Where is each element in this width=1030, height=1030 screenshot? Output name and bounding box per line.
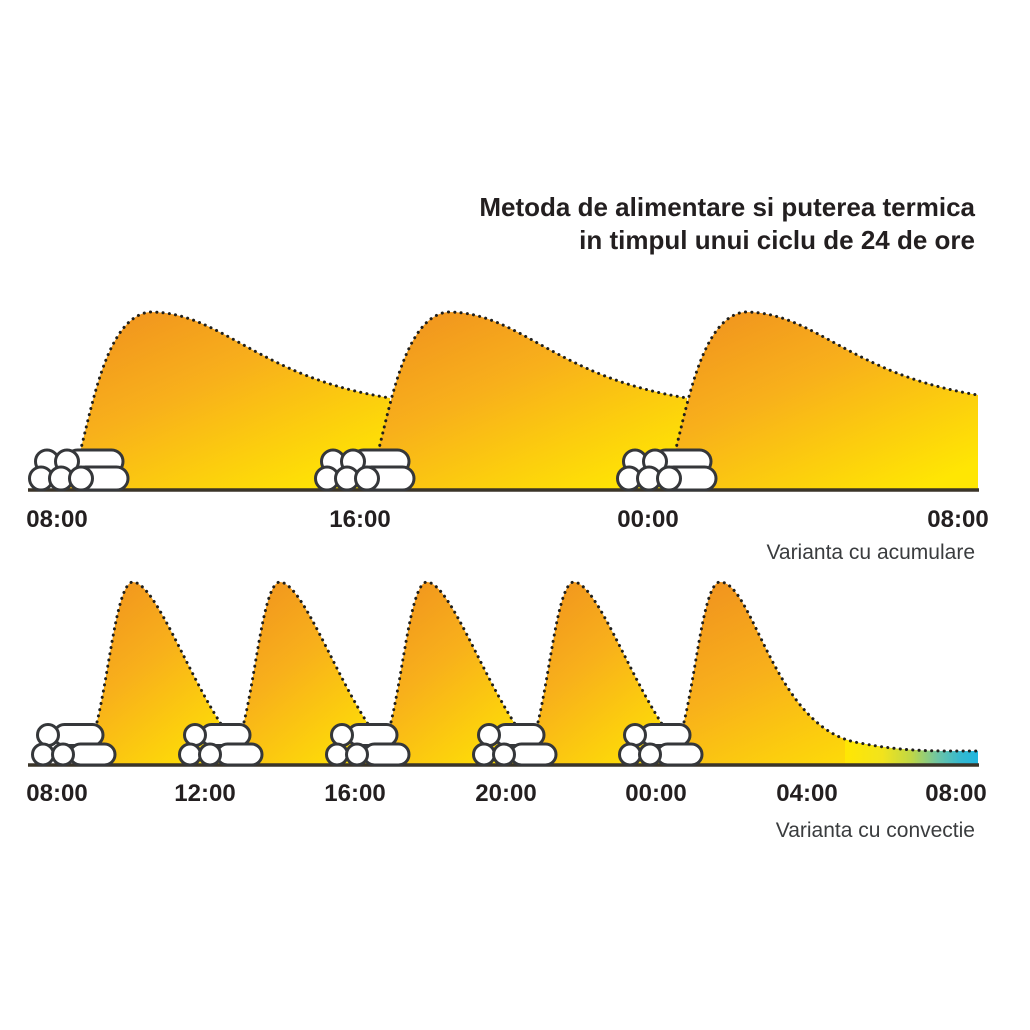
- log-pile-icon: [616, 448, 718, 492]
- x-tick-acumulare-1: 16:00: [329, 506, 391, 533]
- x-tick-acumulare-0: 08:00: [26, 506, 88, 533]
- log-pile-icon: [31, 723, 117, 767]
- x-tick-convectie-1: 12:00: [174, 780, 236, 807]
- dotted-curve-outline: [220, 580, 409, 767]
- heat-output-curve: [662, 582, 978, 765]
- chart-title-line-1: Metoda de alimentare si puterea termica: [479, 192, 975, 222]
- heat-output-curve: [62, 312, 390, 490]
- heat-output-curve: [75, 582, 260, 765]
- dotted-curve-outline: [655, 310, 980, 492]
- x-tick-convectie-5: 04:00: [776, 780, 838, 807]
- x-tick-convectie-0: 08:00: [26, 780, 88, 807]
- label-varianta-convectie: Varianta cu convectie: [775, 819, 975, 842]
- x-tick-convectie-2: 16:00: [324, 780, 386, 807]
- dotted-curve-outline: [660, 580, 980, 767]
- x-tick-convectie-4: 00:00: [625, 780, 687, 807]
- cooling-fade: [845, 725, 978, 765]
- dotted-curve-outline: [73, 580, 262, 767]
- log-pile-icon: [325, 723, 411, 767]
- chart-convectie: [28, 580, 980, 767]
- dotted-curve-outline: [514, 580, 703, 767]
- heat-output-curve: [369, 582, 554, 765]
- heat-output-curve: [360, 312, 687, 490]
- log-pile-icon: [618, 723, 704, 767]
- log-pile-icon: [472, 723, 558, 767]
- dotted-curve-outline: [367, 580, 556, 767]
- chart-title-line-2: in timpul unui ciclu de 24 de ore: [579, 225, 975, 255]
- heat-output-curve: [516, 582, 701, 765]
- x-tick-convectie-3: 20:00: [475, 780, 537, 807]
- log-pile-icon: [28, 448, 130, 492]
- dotted-curve-outline: [60, 310, 392, 492]
- x-tick-convectie-6: 08:00: [925, 780, 987, 807]
- heat-output-curve: [222, 582, 407, 765]
- chart-title: Metoda de alimentare si puterea termica …: [479, 191, 975, 257]
- x-tick-acumulare-2: 00:00: [617, 506, 679, 533]
- dotted-curve-outline: [358, 310, 689, 492]
- log-pile-icon: [178, 723, 264, 767]
- heat-output-curve: [657, 312, 978, 490]
- label-varianta-acumulare: Varianta cu acumulare: [766, 541, 975, 564]
- chart-acumulare: [28, 310, 980, 492]
- log-pile-icon: [314, 448, 416, 492]
- x-tick-acumulare-3: 08:00: [927, 506, 989, 533]
